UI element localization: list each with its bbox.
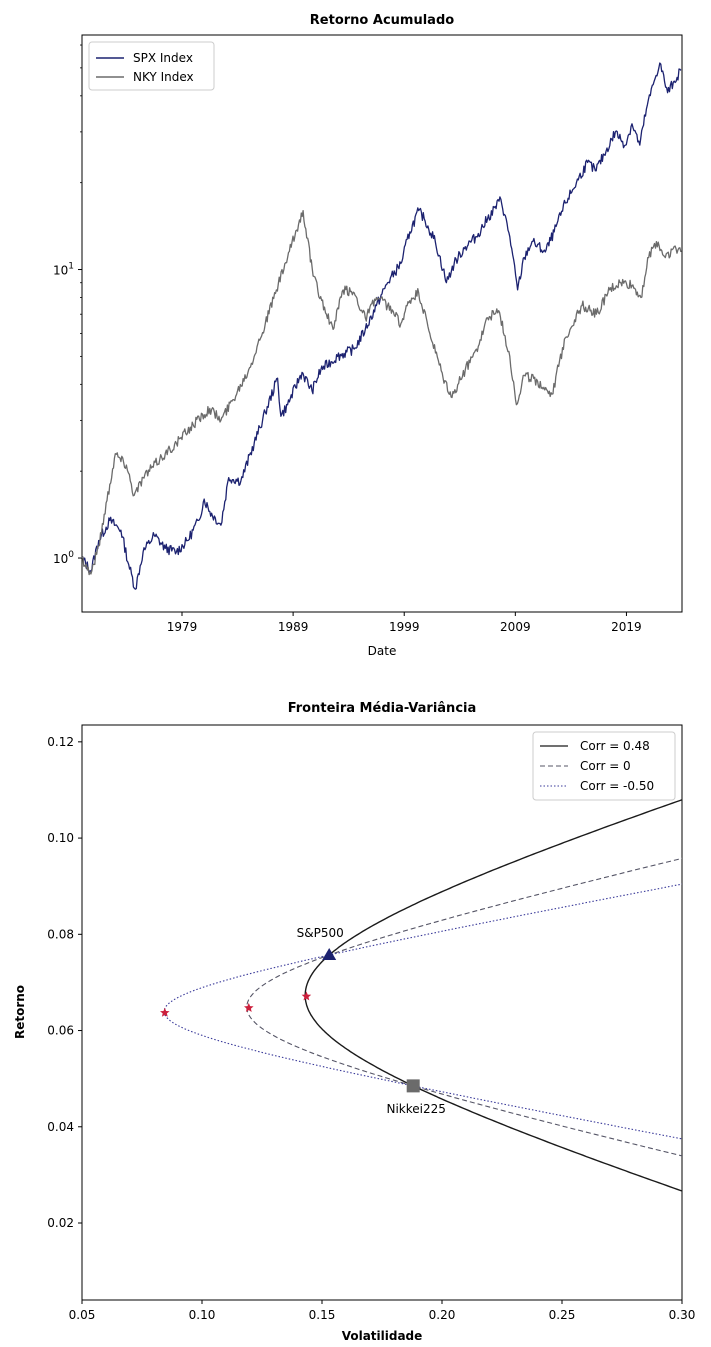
legend: Corr = 0.48 Corr = 0 Corr = -0.50 (532, 731, 676, 801)
min-variance-star-0 (244, 1002, 254, 1012)
mean-variance-frontier-chart: Fronteira Média-Variância 0.05 0.10 0.15 0.… (13, 701, 695, 1343)
marker-layer: S&P500 Nikkei225 (160, 926, 446, 1116)
chart-title: Retorno Acumulado (310, 13, 454, 28)
y-tick-label: 0.02 (47, 1216, 74, 1230)
frontier-corr-neg050 (163, 883, 682, 1140)
series-line-spx (81, 62, 682, 590)
x-tick-label: 1989 (278, 620, 309, 634)
series-line-nky (81, 209, 682, 576)
x-axis-label: Volatilidade (342, 1329, 423, 1343)
legend-label-spx: SPX Index (133, 51, 193, 65)
y-tick-label: 0.06 (47, 1024, 74, 1038)
frontier-corr-048 (304, 799, 682, 1192)
min-variance-star-neg050 (160, 1007, 170, 1017)
sp500-annotation: S&P500 (297, 926, 344, 940)
x-tick-label: 1999 (389, 620, 420, 634)
x-axis-label: Date (368, 644, 397, 658)
frontier-corr-0 (246, 857, 682, 1157)
y-tick-label: 0.08 (47, 927, 74, 941)
plot-frame (81, 724, 683, 1301)
series-layer (163, 799, 682, 1192)
x-tick-label: 1979 (167, 620, 198, 634)
nikkei225-marker (406, 1079, 420, 1093)
legend-label-corr-0: Corr = 0 (580, 759, 631, 773)
y-tick-label: 101 (53, 262, 74, 278)
sp500-marker (322, 948, 337, 960)
legend-label-corr-048: Corr = 0.48 (580, 739, 650, 753)
legend-label-nky: NKY Index (133, 70, 194, 84)
min-variance-star-048 (301, 991, 312, 1001)
y-tick-label: 100 (53, 550, 74, 566)
legend-box (88, 41, 215, 91)
axis-ticks: 1979 1989 1999 2009 2019 100 101 (53, 44, 642, 634)
legend-box (532, 731, 676, 801)
plot-frame (81, 34, 683, 613)
cumulative-return-chart: Retorno Acumulado 1979 1989 1999 2009 2019 10… (53, 13, 683, 658)
x-tick-label: 0.20 (429, 1308, 456, 1322)
chart-title: Fronteira Média-Variância (288, 701, 477, 716)
nikkei225-annotation: Nikkei225 (386, 1102, 445, 1116)
series-layer (81, 62, 682, 590)
axis-ticks: 0.05 0.10 0.15 0.20 0.25 0.30 0.02 0.04 0.06 0.08… (47, 735, 695, 1322)
legend: SPX Index NKY Index (88, 41, 215, 91)
y-tick-label: 0.12 (47, 735, 74, 749)
y-axis-label: Retorno (13, 985, 27, 1039)
x-tick-label: 0.25 (549, 1308, 576, 1322)
legend-label-corr-neg050: Corr = -0.50 (580, 779, 654, 793)
x-tick-label: 2019 (611, 620, 642, 634)
x-tick-label: 0.10 (189, 1308, 216, 1322)
x-tick-label: 2009 (500, 620, 531, 634)
y-tick-label: 0.10 (47, 831, 74, 845)
x-tick-label: 0.15 (309, 1308, 336, 1322)
x-tick-label: 0.05 (69, 1308, 96, 1322)
y-tick-label: 0.04 (47, 1120, 74, 1134)
x-tick-label: 0.30 (669, 1308, 696, 1322)
